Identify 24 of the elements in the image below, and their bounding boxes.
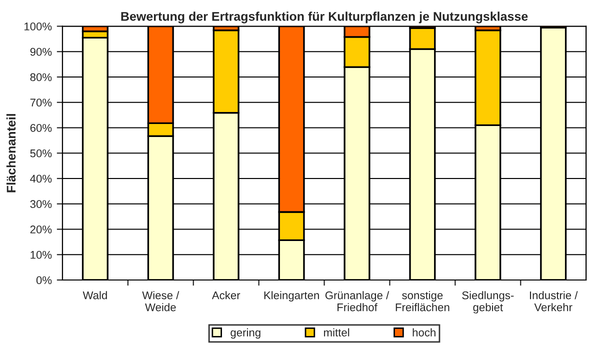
x-tick-label: Industrie / Verkehr bbox=[530, 291, 578, 312]
y-tick-label: 0% bbox=[36, 276, 52, 284]
x-tick-label: sonstige Freiflächen bbox=[396, 291, 450, 312]
y-tick-label: 60% bbox=[30, 124, 52, 132]
x-tick-label: Wiese / Weide bbox=[142, 291, 180, 312]
y-tick-label: 50% bbox=[30, 149, 52, 158]
legend-label: hoch bbox=[412, 328, 436, 336]
x-tick-label: Grünanlage / Friedhof bbox=[325, 291, 390, 312]
y-axis-title: Flächenanteil bbox=[6, 114, 16, 192]
legend-label: mittel bbox=[324, 328, 350, 336]
y-tick-label: 90% bbox=[30, 48, 52, 56]
y-tick-label: 100% bbox=[24, 22, 52, 30]
x-tick-label: Acker bbox=[212, 291, 240, 300]
y-tick-label: 70% bbox=[30, 98, 52, 107]
y-tick-label: 30% bbox=[30, 200, 52, 208]
y-tick-label: 20% bbox=[30, 226, 52, 234]
x-tick-label: Wald bbox=[82, 291, 107, 300]
y-tick-label: 10% bbox=[30, 250, 52, 259]
y-tick-label: 40% bbox=[30, 174, 52, 183]
y-tick-label: 80% bbox=[30, 73, 52, 82]
x-tick-label: Siedlungs- gebiet bbox=[462, 291, 514, 314]
legend-label: gering bbox=[230, 328, 260, 339]
chart-title: Bewertung der Ertragsfunktion für Kulturpflanzen je Nutzungsklasse bbox=[121, 12, 528, 24]
x-tick-label: Kleingarten bbox=[264, 291, 319, 302]
